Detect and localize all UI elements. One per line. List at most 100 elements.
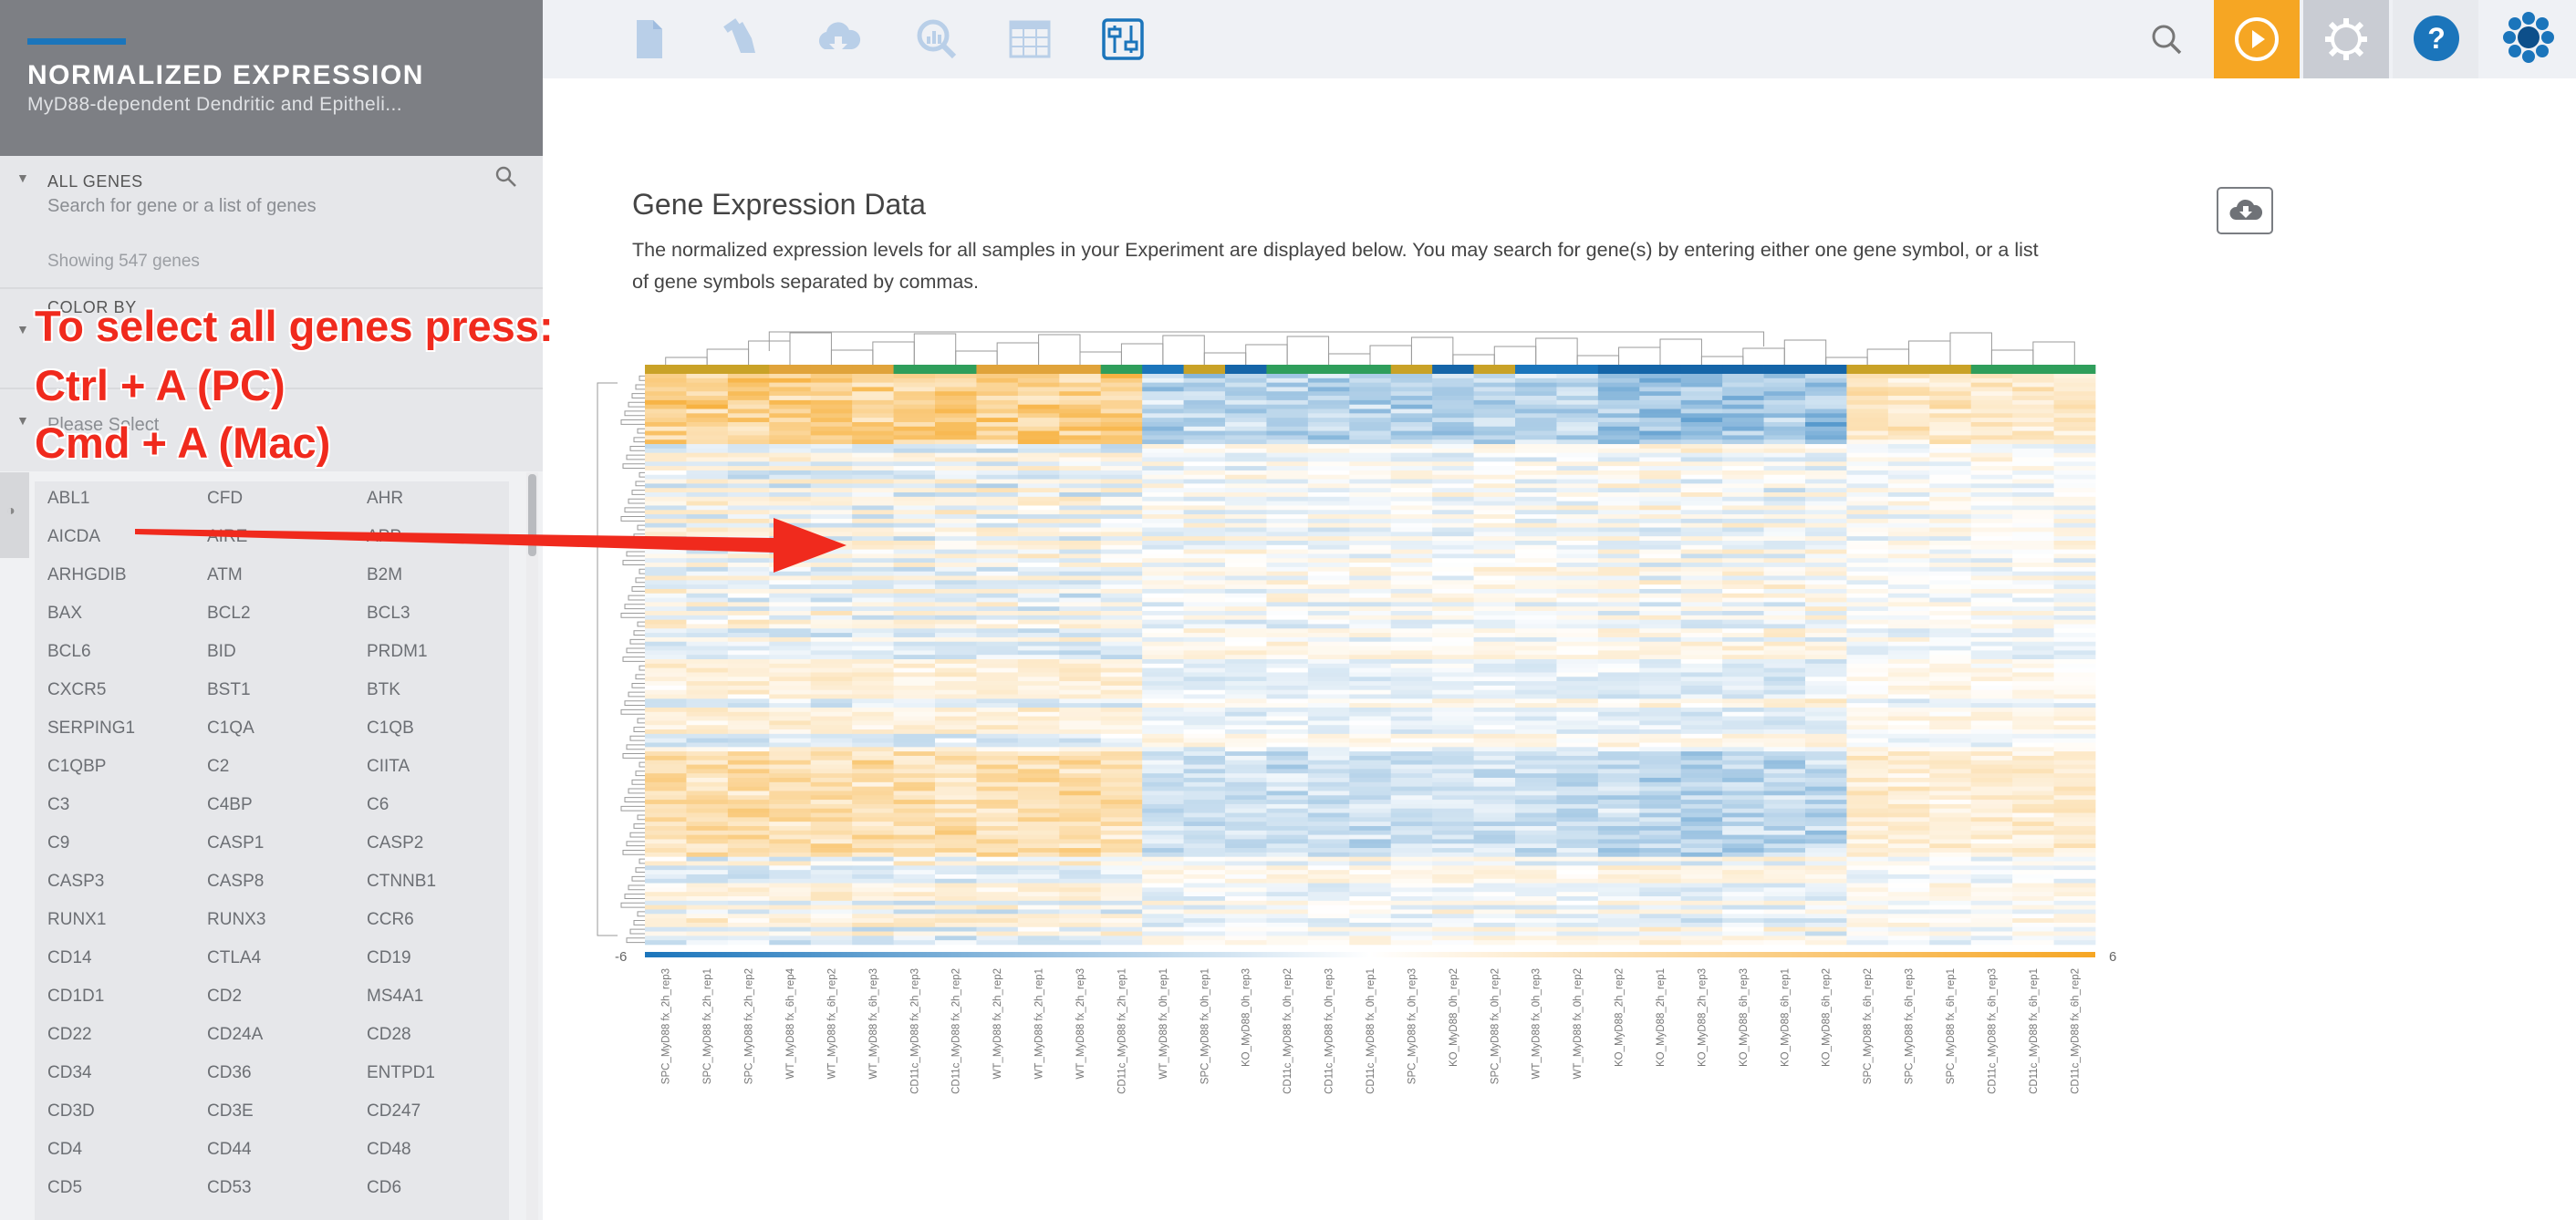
gene-item[interactable]: CIITA [367,757,410,776]
gene-item[interactable]: CD48 [367,1140,411,1159]
gene-item[interactable]: BCL3 [367,604,410,623]
gene-item[interactable]: PRDM1 [367,642,428,661]
heatmap-cell [1100,518,1143,524]
gene-item[interactable]: RUNX3 [207,910,266,929]
gene-item[interactable]: CD53 [207,1178,252,1197]
run-button[interactable] [2214,0,2300,78]
heatmap-cell [1970,532,2013,537]
gene-item[interactable]: MS4A1 [367,987,424,1006]
gene-item[interactable]: C1QBP [47,757,107,776]
gene-item[interactable]: B2M [367,565,403,584]
panel-toggle-tab[interactable]: ◑ [0,472,29,558]
heatmap-cell [1515,387,1557,392]
gene-item[interactable]: CD28 [367,1025,411,1044]
gene-item[interactable]: CD14 [47,948,92,967]
gene-item[interactable]: CD2 [207,987,243,1006]
gene-item[interactable]: BCL6 [47,642,91,661]
gene-item[interactable]: C3 [47,795,70,814]
heatmap-cell [686,619,729,625]
gene-list-scrollbar[interactable] [526,472,538,1220]
gene-item[interactable]: C9 [47,833,70,853]
gene-item[interactable]: CD4 [47,1140,83,1159]
gene-item[interactable]: AICDA [47,527,101,546]
group-by-select[interactable]: Please Select [47,415,160,435]
heatmap-cell [1763,641,1806,646]
gene-item[interactable]: CD5 [47,1178,83,1197]
cloud-download-icon[interactable] [810,11,867,67]
heatmap-cell [1556,430,1599,436]
gene-item[interactable]: BAX [47,604,83,623]
collapse-caret-icon[interactable]: ▼ [16,171,29,185]
heatmap-cell [935,611,977,616]
heatmap-cell [1722,505,1764,511]
gene-item[interactable]: CXCR5 [47,680,107,699]
document-icon[interactable] [620,11,677,67]
gene-item[interactable]: ARHGDIB [47,565,127,584]
color-by-caret-icon[interactable]: ▼ [16,322,29,336]
gene-item[interactable]: RUNX1 [47,910,107,929]
scrollbar-thumb[interactable] [528,474,536,556]
gene-list[interactable]: ABL1CFDAHRAICDAAIREAPPARHGDIBATMB2MBAXBC… [35,481,509,1220]
flask-icon[interactable] [712,11,768,67]
gene-item[interactable]: ENTPD1 [367,1063,435,1082]
heatmap-cell [645,641,687,646]
heatmap-cell [810,900,853,905]
gene-item[interactable]: C1QB [367,719,414,738]
gene-item[interactable]: CFD [207,489,244,508]
gene-item[interactable]: ABL1 [47,489,90,508]
search-icon[interactable] [2148,21,2185,57]
gene-item[interactable]: C2 [207,757,230,776]
dendrogram-branch [1038,334,1081,365]
gene-item[interactable]: CASP1 [207,833,265,853]
gene-item[interactable]: CD3E [207,1101,254,1121]
gene-item[interactable]: ATM [207,565,243,584]
gene-item[interactable]: CD247 [367,1101,421,1121]
gene-item[interactable]: CD19 [367,948,411,967]
gene-item[interactable]: CASP2 [367,833,424,853]
settings-button[interactable] [2303,0,2389,78]
heatmap-cell [1307,382,1350,388]
gene-item[interactable]: CD24A [207,1025,264,1044]
heatmap-cell [1432,466,1474,471]
heatmap-cell [1266,729,1309,735]
gene-item[interactable]: C4BP [207,795,253,814]
heatmap-cell [769,870,812,875]
gene-item[interactable]: BTK [367,680,400,699]
heatmap-cell [769,466,812,471]
heatmap-cell [1349,922,1392,928]
gene-item[interactable]: C6 [367,795,390,814]
gene-item[interactable]: CASP8 [207,872,265,891]
gene-item[interactable]: BCL2 [207,604,251,623]
gene-item[interactable]: CD1D1 [47,987,105,1006]
help-button[interactable]: ? [2393,0,2478,78]
heatmap-settings-icon[interactable] [1095,11,1151,67]
gene-item[interactable]: CD6 [367,1178,402,1197]
gene-item[interactable]: CD34 [47,1063,92,1082]
gene-item[interactable]: CD36 [207,1063,252,1082]
gene-item[interactable]: CD22 [47,1025,92,1044]
group-by-caret-icon[interactable]: ▼ [16,413,29,428]
gene-item[interactable]: CTNNB1 [367,872,437,891]
download-button[interactable] [2217,187,2273,234]
gene-item[interactable]: C1QA [207,719,254,738]
gene-item[interactable]: SERPING1 [47,719,136,738]
heatmap-cell [645,624,687,629]
gene-item[interactable]: AHR [367,489,404,508]
color-by-section[interactable]: COLOR BY ▼ [0,287,543,388]
heatmap-cell [1597,563,1640,568]
profile-button[interactable] [2482,0,2568,78]
gene-item[interactable]: CTLA4 [207,948,262,967]
chart-search-icon[interactable] [909,11,965,67]
gene-item[interactable]: CD3D [47,1101,95,1121]
gene-item[interactable]: BID [207,642,236,661]
gene-item[interactable]: CASP3 [47,872,105,891]
search-icon[interactable] [494,165,518,189]
gene-search-input[interactable]: Search for gene or a list of genes [47,196,317,216]
table-icon[interactable] [1002,11,1058,67]
heatmap-cell [2012,396,2054,401]
group-by-section[interactable]: ▼ Please Select [0,388,543,471]
gene-item[interactable]: BST1 [207,680,251,699]
all-genes-section[interactable]: ▼ ALL GENES Search for gene or a list of… [0,156,543,287]
gene-item[interactable]: CD44 [207,1140,252,1159]
gene-item[interactable]: CCR6 [367,910,414,929]
